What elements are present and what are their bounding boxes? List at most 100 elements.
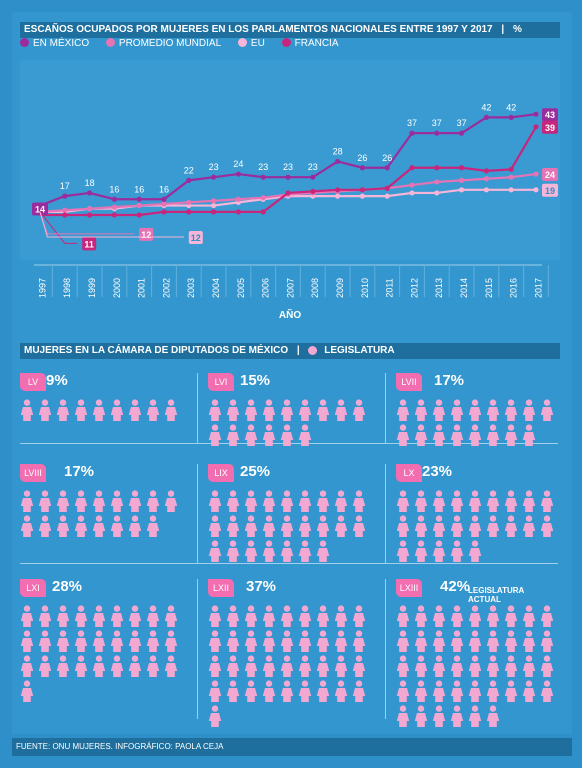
woman-icon [316,655,334,680]
woman-icon [92,605,110,630]
woman-icon [110,399,128,424]
data-point [483,187,489,193]
data-point [211,202,217,209]
x-tick-label: 2003 [186,278,196,298]
woman-icon [396,424,414,449]
column-divider [385,464,386,564]
callout-france-start: 11 [84,239,94,249]
callout-eu-end-box [542,183,558,197]
woman-icon [450,515,468,540]
woman-icon [208,399,226,424]
woman-icon [352,399,370,424]
mexico-value-label: 16 [134,184,144,194]
data-point [459,130,465,136]
woman-icon [316,490,334,515]
data-point [384,193,390,199]
callout-world-end-box [542,168,558,182]
header-separator: | [296,345,300,356]
legislature-percent: 42% [440,578,471,595]
column-divider [197,373,198,443]
woman-icon [74,630,92,655]
woman-icon [244,490,262,515]
woman-icon [334,490,352,515]
woman-icon [540,630,558,655]
x-tick-label: 2000 [112,278,122,298]
woman-icon [20,680,38,705]
legislature-percent: 17% [434,372,465,389]
woman-icon [522,515,540,540]
legislature-badge: LX [396,464,422,482]
woman-icon [522,655,540,680]
data-point [211,209,217,215]
woman-icon [486,490,504,515]
woman-icon [486,655,504,680]
woman-icon [334,605,352,630]
woman-icon [92,399,110,424]
women-figures [20,605,190,705]
x-tick-label: 2002 [161,278,171,298]
mexico-value-label: 16 [159,184,169,194]
woman-icon [352,680,370,705]
legislature-badge: LV [20,373,46,391]
callout-mexico-end-box [542,108,558,122]
woman-icon [244,655,262,680]
woman-icon [226,680,244,705]
data-point [409,190,415,196]
plot-area [20,60,560,260]
woman-icon [38,605,56,630]
woman-icon [128,630,146,655]
legislature-percent: 15% [240,372,271,389]
woman-icon [244,605,262,630]
woman-icon [208,630,226,655]
woman-icon [450,705,468,730]
x-tick-label: 2012 [409,278,419,298]
woman-icon [396,540,414,565]
data-point [62,212,68,218]
women-figures [208,399,378,449]
data-point [111,196,117,202]
woman-icon [450,490,468,515]
callout-france-end: 39 [545,123,555,133]
legislature-percent: 9% [46,372,68,389]
woman-icon [352,630,370,655]
woman-icon [244,630,262,655]
legislature-badge: LXII [208,579,234,597]
woman-icon [38,630,56,655]
data-point [508,114,514,120]
woman-icon [486,399,504,424]
woman-icon [432,680,450,705]
x-tick-label: 2016 [509,278,519,298]
data-point [459,187,465,193]
data-point [508,187,514,193]
woman-icon [146,515,164,540]
woman-icon [164,605,182,630]
woman-icon [56,515,74,540]
legislature-title: MUJERES EN LA CÁMARA DE DIPUTADOS DE MÉX… [24,345,289,356]
woman-icon [244,424,262,449]
woman-icon [504,655,522,680]
data-point [87,206,93,212]
column-divider [385,579,386,719]
woman-icon [56,655,74,680]
woman-icon [468,655,486,680]
data-point [87,212,93,218]
woman-icon [226,490,244,515]
x-tick-label: 2006 [261,278,271,298]
mexico-value-label: 23 [258,162,268,172]
woman-icon [486,515,504,540]
mexico-value-label: 26 [357,153,367,163]
woman-icon [110,605,128,630]
data-point [310,188,316,194]
x-axis-label: AÑO [279,308,301,321]
data-point [533,187,539,193]
woman-icon [208,515,226,540]
woman-icon [486,605,504,630]
mexico-value-label: 16 [109,184,119,194]
woman-icon [262,630,280,655]
footer: FUENTE: ONU MUJERES. INFOGRÁFICO: PAOLA … [12,738,572,756]
woman-icon [468,399,486,424]
data-point [533,124,539,130]
woman-icon [56,605,74,630]
woman-icon [504,399,522,424]
woman-icon [504,605,522,630]
